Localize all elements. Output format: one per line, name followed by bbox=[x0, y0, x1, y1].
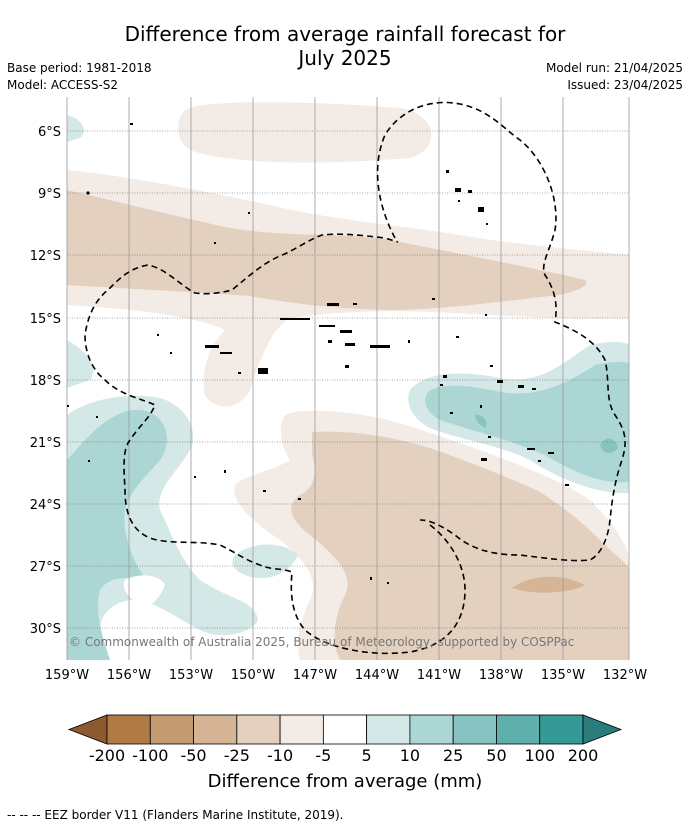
lat-label: 21°S bbox=[30, 436, 61, 451]
latitude-labels: 6°S 9°S 12°S 15°S 18°S 21°S 24°S 27°S 30… bbox=[30, 125, 61, 637]
lon-label: 150°W bbox=[231, 668, 275, 683]
longitude-labels: 159°W 156°W 153°W 150°W 147°W 144°W 141°… bbox=[45, 668, 647, 683]
issued-text: Issued: 23/04/2025 bbox=[567, 78, 683, 92]
colorbar-swatch bbox=[106, 714, 151, 745]
lon-label: 147°W bbox=[293, 668, 337, 683]
colorbar-extend-low bbox=[67, 714, 108, 745]
anomaly-patch-wet-strong-2 bbox=[475, 414, 487, 428]
anomaly-region-south-dry-dark bbox=[291, 431, 629, 660]
lat-label: 27°S bbox=[30, 560, 61, 575]
colorbar-swatch bbox=[496, 714, 541, 745]
anomaly-region-central-band-dark bbox=[67, 190, 587, 310]
anomaly-region-west-wet-small bbox=[232, 544, 298, 579]
lat-label: 15°S bbox=[30, 312, 61, 327]
anomaly-region-east-wet-moderate bbox=[425, 361, 629, 483]
lon-label: 153°W bbox=[169, 668, 213, 683]
lon-label: 144°W bbox=[355, 668, 399, 683]
colorbar-tick-label: -100 bbox=[132, 746, 168, 765]
model-run-text: Model run: 21/04/2025 bbox=[545, 61, 683, 75]
colorbar-swatch bbox=[236, 714, 281, 745]
colorbar-tick-label: 25 bbox=[443, 746, 463, 765]
colorbar-tick-label: -25 bbox=[224, 746, 250, 765]
colorbar-tick-label: 50 bbox=[486, 746, 506, 765]
map-title-line1: Difference from average rainfall forecas… bbox=[124, 22, 566, 46]
colorbar bbox=[67, 714, 623, 745]
island-markers bbox=[67, 123, 569, 584]
eez-footnote: -- -- -- EEZ border V11 (Flanders Marine… bbox=[7, 808, 344, 822]
colorbar-tick-label: 200 bbox=[568, 746, 599, 765]
colorbar-swatch bbox=[149, 714, 194, 745]
colorbar-tick-label: -5 bbox=[315, 746, 331, 765]
base-period-text: Base period: 1981-2018 bbox=[7, 61, 152, 75]
colorbar-swatch bbox=[409, 714, 454, 745]
lat-label: 9°S bbox=[38, 187, 61, 202]
anomaly-white-hole bbox=[123, 575, 165, 607]
anomaly-region-west-wet-moderate bbox=[67, 409, 168, 660]
rainfall-anomaly-map bbox=[67, 97, 629, 660]
lon-label: 159°W bbox=[45, 668, 89, 683]
meridians bbox=[66, 97, 630, 660]
colorbar-tick-labels: -200 -100 -50 -25 -10 -5 5 10 25 50 100 200 bbox=[89, 746, 598, 765]
lon-label: 135°W bbox=[541, 668, 585, 683]
colorbar-tick-label: 5 bbox=[362, 746, 372, 765]
lat-label: 12°S bbox=[30, 249, 61, 264]
anomaly-region-north-dry-light bbox=[178, 102, 432, 163]
anomaly-region-northwest-wet bbox=[67, 115, 85, 142]
metadata-left: Base period: 1981-2018 Model: ACCESS-S2 bbox=[7, 60, 152, 94]
lon-label: 156°W bbox=[107, 668, 151, 683]
colorbar-swatch bbox=[366, 714, 411, 745]
lat-label: 24°S bbox=[30, 498, 61, 513]
colorbar-swatch bbox=[539, 714, 584, 745]
metadata-right: Model run: 21/04/2025 Issued: 23/04/2025 bbox=[546, 60, 683, 94]
gridlines bbox=[67, 130, 629, 629]
colorbar-swatch bbox=[452, 714, 497, 745]
eez-borders bbox=[84, 101, 626, 655]
colorbar-tick-label: 100 bbox=[524, 746, 555, 765]
colorbar-tick-label: -50 bbox=[180, 746, 206, 765]
map-title-line2: July 2025 bbox=[298, 46, 392, 70]
lon-label: 141°W bbox=[417, 668, 461, 683]
lat-label: 6°S bbox=[38, 125, 61, 140]
model-text: Model: ACCESS-S2 bbox=[7, 78, 119, 92]
lon-label: 138°W bbox=[479, 668, 523, 683]
colorbar-extend-high bbox=[582, 714, 623, 745]
colorbar-title: Difference from average (mm) bbox=[207, 771, 483, 792]
lat-label: 18°S bbox=[30, 374, 61, 389]
lon-label: 132°W bbox=[603, 668, 647, 683]
anomaly-region-west-edge-wet bbox=[67, 340, 94, 388]
colorbar-tick-label: -200 bbox=[89, 746, 125, 765]
copyright-text: © Commonwealth of Australia 2025, Bureau… bbox=[69, 635, 574, 649]
colorbar-swatch bbox=[279, 714, 324, 745]
colorbar-tick-label: -10 bbox=[267, 746, 293, 765]
lat-label: 30°S bbox=[30, 622, 61, 637]
colorbar-tick-label: 10 bbox=[400, 746, 420, 765]
map-title: Difference from average rainfall forecas… bbox=[0, 22, 690, 70]
anomaly-patch-dry-moderate bbox=[512, 576, 585, 593]
colorbar-swatch bbox=[322, 714, 368, 745]
colorbar-swatch bbox=[193, 714, 238, 745]
